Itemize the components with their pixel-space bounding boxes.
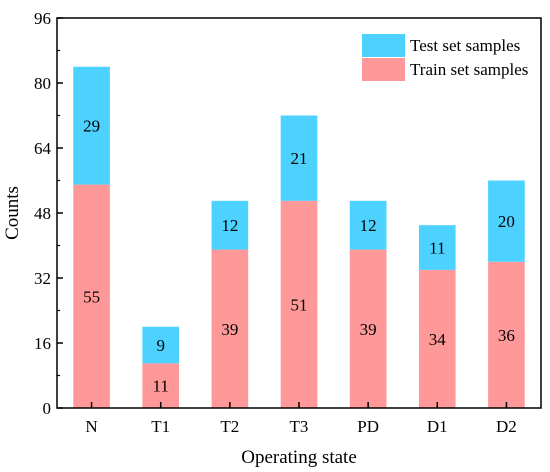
y-tick-label: 0 <box>43 399 52 418</box>
bar-test-d1 <box>418 225 456 270</box>
bar-value-label: 39 <box>360 320 377 339</box>
y-axis-title: Counts <box>2 186 23 240</box>
bar-test-pd <box>349 200 387 250</box>
bar-train-t3 <box>280 200 318 408</box>
bar-test-t1 <box>142 326 180 364</box>
x-tick-label: T2 <box>220 417 239 436</box>
x-tick-label: PD <box>357 417 379 436</box>
bar-value-label: 29 <box>83 117 100 136</box>
x-tick-label: D2 <box>496 417 517 436</box>
bar-labels-layer: 55 29 11 9 39 12 51 21 39 12 34 11 36 20 <box>83 117 515 396</box>
bar-value-label: 21 <box>291 149 308 168</box>
y-tick-label: 80 <box>34 74 51 93</box>
legend-swatch-test <box>362 34 405 57</box>
bar-value-label: 39 <box>221 320 238 339</box>
x-tick-label: T1 <box>151 417 170 436</box>
bar-value-label: 34 <box>429 330 447 349</box>
bar-test-t2 <box>211 200 249 250</box>
bar-test-d2 <box>488 180 525 262</box>
y-tick-label: 96 <box>34 9 51 28</box>
y-tick-label: 48 <box>34 204 51 223</box>
x-axis-title: Operating state <box>241 447 357 468</box>
y-tick-label: 16 <box>34 334 51 353</box>
bar-train-d2 <box>488 261 525 408</box>
bar-value-label: 55 <box>83 287 100 306</box>
bar-value-label: 20 <box>498 212 515 231</box>
y-axis: 0 16 32 48 64 80 96 <box>34 9 63 418</box>
bar-value-label: 11 <box>429 239 445 258</box>
x-axis: N T1 T2 T3 PD D1 D2 <box>85 402 517 436</box>
bar-train-t1 <box>142 363 180 408</box>
bar-test-n <box>73 66 110 185</box>
bar-train-t2 <box>211 249 249 408</box>
bar-value-label: 12 <box>360 216 377 235</box>
bar-value-label: 9 <box>156 336 165 355</box>
x-tick-label: T3 <box>290 417 309 436</box>
bar-train-pd <box>349 249 387 408</box>
x-tick-label: N <box>85 417 97 436</box>
bars-layer <box>73 66 525 408</box>
bar-train-n <box>73 184 110 408</box>
bar-value-label: 12 <box>221 216 238 235</box>
bar-value-label: 51 <box>291 295 308 314</box>
y-tick-label: 64 <box>34 139 52 158</box>
legend: Test set samples Train set samples <box>362 34 528 81</box>
legend-label-train: Train set samples <box>410 60 528 79</box>
x-tick-label: D1 <box>427 417 448 436</box>
legend-label-test: Test set samples <box>410 36 520 55</box>
bar-train-d1 <box>418 269 456 408</box>
y-tick-label: 32 <box>34 269 51 288</box>
bar-value-label: 36 <box>498 326 515 345</box>
bar-test-t3 <box>280 115 318 201</box>
bar-value-label: 11 <box>153 377 169 396</box>
legend-swatch-train <box>362 58 405 81</box>
